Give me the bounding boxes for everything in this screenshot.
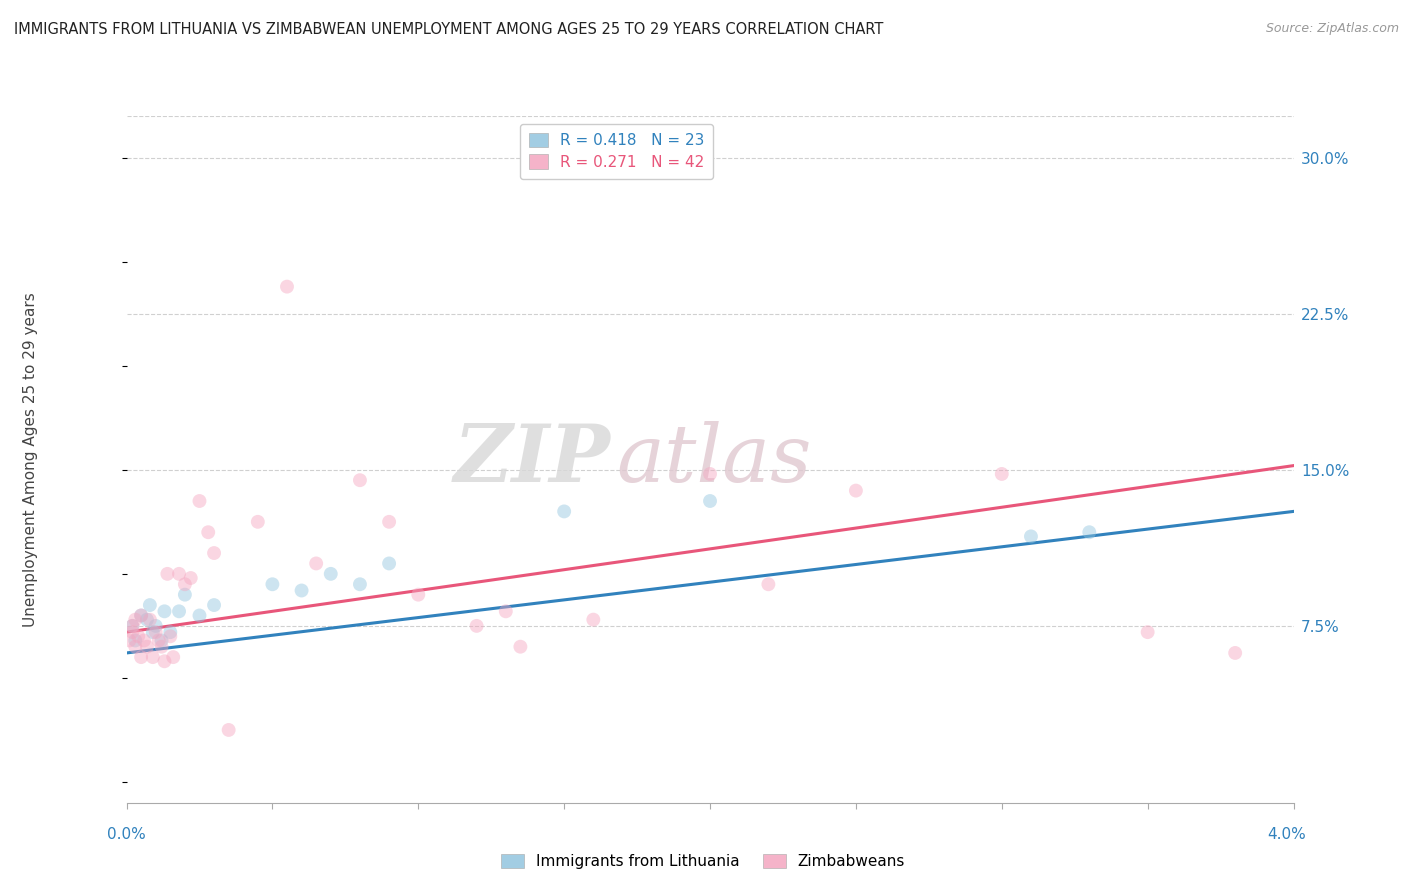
Legend: R = 0.418   N = 23, R = 0.271   N = 42: R = 0.418 N = 23, R = 0.271 N = 42: [520, 124, 713, 179]
Point: [129, 608, 152, 623]
Point: [139, 598, 162, 612]
Point: [218, 723, 240, 737]
Point: [553, 504, 575, 518]
Point: [699, 467, 721, 481]
Point: [180, 571, 202, 585]
Point: [121, 619, 143, 633]
Point: [162, 650, 184, 665]
Point: [124, 633, 146, 648]
Point: [145, 619, 167, 633]
Point: [582, 613, 605, 627]
Point: [167, 566, 190, 581]
Point: [129, 650, 152, 665]
Point: [990, 467, 1012, 481]
Point: [142, 625, 165, 640]
Text: atlas: atlas: [617, 421, 813, 498]
Point: [121, 619, 143, 633]
Legend: Immigrants from Lithuania, Zimbabweans: Immigrants from Lithuania, Zimbabweans: [495, 847, 911, 875]
Point: [156, 566, 179, 581]
Point: [118, 633, 141, 648]
Point: [139, 613, 162, 627]
Point: [136, 613, 159, 627]
Point: [188, 494, 211, 508]
Point: [121, 625, 143, 640]
Point: [188, 608, 211, 623]
Point: [246, 515, 269, 529]
Point: [124, 613, 146, 627]
Point: [132, 633, 155, 648]
Text: Source: ZipAtlas.com: Source: ZipAtlas.com: [1265, 22, 1399, 36]
Point: [1223, 646, 1247, 660]
Point: [699, 494, 721, 508]
Point: [349, 577, 371, 591]
Point: [148, 633, 170, 648]
Point: [845, 483, 868, 498]
Text: IMMIGRANTS FROM LITHUANIA VS ZIMBABWEAN UNEMPLOYMENT AMONG AGES 25 TO 29 YEARS C: IMMIGRANTS FROM LITHUANIA VS ZIMBABWEAN …: [14, 22, 883, 37]
Point: [202, 598, 225, 612]
Point: [159, 625, 181, 640]
Point: [276, 279, 298, 293]
Point: [174, 577, 197, 591]
Point: [142, 650, 165, 665]
Point: [202, 546, 225, 560]
Text: Unemployment Among Ages 25 to 29 years: Unemployment Among Ages 25 to 29 years: [24, 292, 38, 627]
Point: [150, 640, 173, 654]
Text: ZIP: ZIP: [454, 421, 610, 498]
Point: [319, 566, 342, 581]
Point: [495, 604, 517, 618]
Point: [408, 588, 430, 602]
Point: [167, 604, 190, 618]
Point: [153, 654, 176, 668]
Point: [136, 640, 159, 654]
Point: [509, 640, 531, 654]
Point: [1136, 625, 1159, 640]
Point: [290, 583, 312, 598]
Point: [378, 557, 401, 571]
Point: [174, 588, 197, 602]
Point: [127, 629, 149, 643]
Point: [756, 577, 779, 591]
Point: [349, 473, 371, 487]
Point: [378, 515, 401, 529]
Text: 0.0%: 0.0%: [107, 827, 146, 841]
Point: [124, 640, 146, 654]
Point: [1078, 525, 1101, 540]
Point: [262, 577, 284, 591]
Point: [159, 629, 181, 643]
Point: [1019, 529, 1042, 543]
Text: 4.0%: 4.0%: [1267, 827, 1306, 841]
Point: [129, 608, 152, 623]
Point: [465, 619, 488, 633]
Point: [150, 633, 173, 648]
Point: [305, 557, 328, 571]
Point: [197, 525, 219, 540]
Point: [153, 604, 176, 618]
Point: [145, 625, 167, 640]
